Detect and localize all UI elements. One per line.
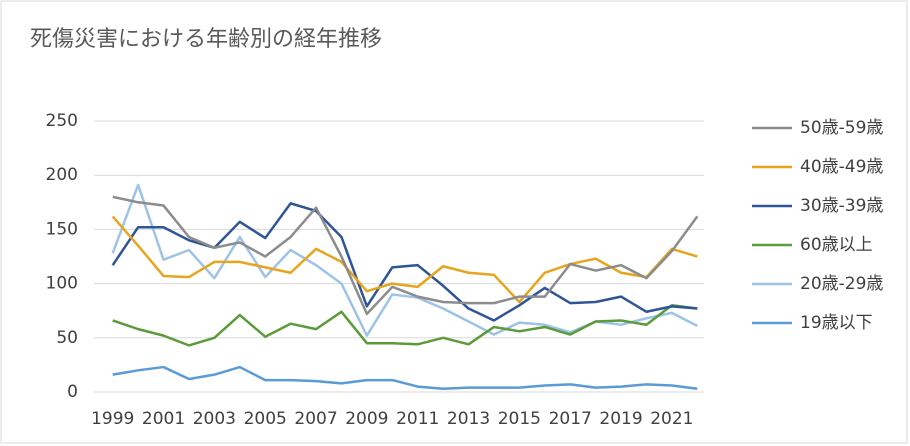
- x-tick-label: 2001: [142, 409, 185, 429]
- x-tick-label: 2009: [345, 409, 388, 429]
- x-tick-label: 2017: [549, 409, 592, 429]
- chart-title: 死傷災害における年齢別の経年推移: [30, 27, 382, 52]
- legend-label: 30歳-39歳: [800, 196, 883, 216]
- x-tick-label: 2019: [599, 409, 642, 429]
- y-tick-label: 100: [46, 274, 78, 294]
- x-tick-label: 1999: [91, 409, 134, 429]
- y-tick-label: 150: [46, 219, 78, 239]
- x-tick-label: 2007: [294, 409, 337, 429]
- legend-label: 20歳-29歳: [800, 274, 883, 294]
- series-line: [112, 365, 698, 390]
- y-tick-label: 0: [67, 382, 78, 402]
- x-tick-label: 2011: [396, 409, 439, 429]
- series-line: [112, 195, 699, 316]
- y-tick-label: 200: [46, 165, 78, 185]
- y-tick-label: 250: [46, 111, 78, 131]
- x-tick-label: 2005: [244, 409, 287, 429]
- x-tick-label: 2021: [650, 409, 693, 429]
- legend-label: 19歳以下: [800, 313, 873, 333]
- series-line: [111, 215, 698, 304]
- x-tick-label: 2003: [193, 409, 236, 429]
- x-tick-label: 2015: [498, 409, 541, 429]
- y-tick-label: 50: [56, 328, 78, 348]
- legend-label: 60歳以上: [800, 235, 873, 255]
- x-tick-label: 2013: [447, 409, 490, 429]
- legend-label: 40歳-49歳: [800, 157, 883, 177]
- series-line: [112, 304, 698, 347]
- legend-label: 50歳-59歳: [800, 118, 883, 138]
